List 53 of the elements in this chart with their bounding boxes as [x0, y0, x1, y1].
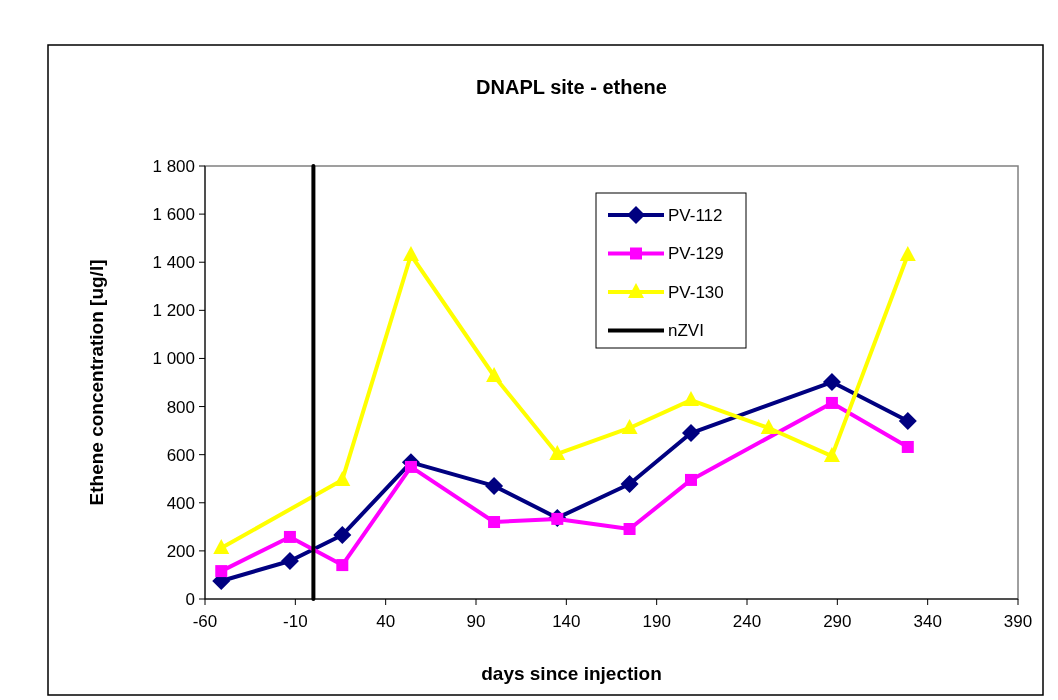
point — [549, 444, 566, 460]
x-tick-label: -10 — [283, 612, 308, 631]
point — [899, 246, 916, 262]
y-tick-label: 1 200 — [152, 301, 195, 321]
y-tick-label: 800 — [166, 397, 195, 417]
x-tick-label: 140 — [552, 612, 581, 631]
point — [333, 526, 352, 545]
legend-label: nZVI — [668, 321, 704, 341]
point — [485, 476, 504, 495]
point — [684, 473, 697, 486]
point — [336, 559, 349, 572]
point — [623, 523, 636, 535]
legend-label: PV-112 — [668, 205, 723, 225]
chart-title: DNAPL site - ethene — [476, 76, 667, 98]
point — [760, 418, 777, 434]
y-tick-label: 600 — [166, 445, 195, 465]
point — [822, 373, 841, 392]
legend-label: PV-130 — [668, 282, 724, 302]
y-tick-label: 1 800 — [152, 156, 195, 176]
point — [213, 539, 230, 554]
x-tick-label: 240 — [732, 612, 762, 631]
x-tick-label: 340 — [913, 612, 942, 631]
x-tick-label: -60 — [192, 612, 218, 631]
y-tick-label: 1 400 — [152, 253, 195, 273]
point — [898, 411, 917, 430]
legend-label: PV-129 — [668, 244, 724, 264]
x-axis-title: days since injection — [481, 663, 662, 684]
y-tick-label: 0 — [185, 589, 195, 609]
y-tick-label: 200 — [166, 541, 195, 561]
point — [901, 440, 914, 453]
point — [486, 367, 503, 383]
point — [621, 418, 638, 434]
point — [823, 447, 840, 463]
point — [334, 470, 351, 486]
point — [620, 475, 639, 494]
point — [402, 246, 419, 262]
point — [404, 460, 417, 473]
point — [682, 391, 699, 407]
point — [283, 530, 296, 543]
x-tick-label: 40 — [376, 612, 396, 631]
point — [215, 565, 228, 578]
point — [280, 551, 299, 570]
point — [488, 516, 501, 529]
y-tick-label: 1 000 — [152, 349, 195, 369]
y-axis-title: Ethene concentration [ug/l] — [86, 259, 107, 506]
x-tick-label: 390 — [1003, 612, 1033, 631]
x-tick-label: 190 — [642, 612, 671, 631]
x-tick-label: 90 — [466, 612, 486, 631]
point — [825, 396, 838, 409]
y-tick-label: 400 — [166, 493, 195, 513]
x-tick-label: 290 — [823, 612, 852, 631]
point — [681, 424, 700, 443]
y-tick-label: 1 600 — [152, 205, 195, 225]
